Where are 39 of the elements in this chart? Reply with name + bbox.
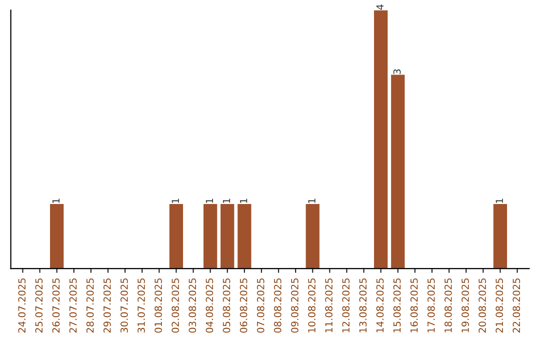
- x-tick-label: 27.07.2025: [69, 278, 77, 333]
- x-tick-label: 24.07.2025: [18, 278, 26, 333]
- x-tick-label: 16.08.2025: [410, 278, 418, 332]
- x-tick-label: 02.08.2025: [172, 278, 180, 333]
- data-label: 1: [206, 198, 213, 203]
- x-tick-label: 08.08.2025: [274, 278, 282, 333]
- x-tick-label: 19.08.2025: [462, 278, 469, 332]
- x-tick-label: 21.08.2025: [496, 278, 504, 333]
- x-tick-label: 11.08.2025: [325, 278, 333, 332]
- x-tick-label: 03.08.2025: [188, 278, 196, 333]
- x-tick-label: 14.08.2025: [376, 278, 384, 332]
- x-tick-label: 31.07.2025: [138, 278, 145, 333]
- x-tick-label: 04.08.2025: [206, 278, 214, 333]
- data-label: 1: [496, 198, 503, 203]
- x-tick-label: 10.08.2025: [308, 278, 316, 332]
- x-tick-label: 13.08.2025: [359, 278, 367, 332]
- x-tick-label: 06.08.2025: [240, 278, 248, 333]
- data-label: 1: [222, 198, 230, 203]
- x-tick-label: 20.08.2025: [478, 278, 486, 333]
- x-tick-label: 30.07.2025: [120, 278, 128, 333]
- data-label: 1: [172, 198, 179, 203]
- x-tick-label: 17.08.2025: [427, 278, 435, 332]
- x-tick-label: 25.07.2025: [35, 278, 43, 333]
- x-tick-label: 12.08.2025: [342, 278, 350, 332]
- x-tick-label: 01.08.2025: [154, 278, 162, 333]
- x-tick-label: 29.07.2025: [103, 278, 111, 333]
- data-label: 1: [308, 198, 316, 203]
- x-tick-label: 28.07.2025: [86, 278, 94, 333]
- data-label: 1: [52, 198, 60, 203]
- x-tick-label: 26.07.2025: [52, 278, 60, 333]
- x-tick-label: 15.08.2025: [393, 278, 401, 332]
- x-tick-label: 05.08.2025: [222, 278, 230, 333]
- x-tick-label: 09.08.2025: [291, 278, 298, 333]
- data-label: 3: [393, 69, 401, 74]
- x-tick-label: 07.08.2025: [256, 278, 264, 333]
- x-tick-label: 22.08.2025: [512, 278, 520, 333]
- x-tick-label: 18.08.2025: [444, 278, 452, 332]
- data-label: 1: [240, 198, 248, 203]
- data-label: 4: [376, 4, 384, 10]
